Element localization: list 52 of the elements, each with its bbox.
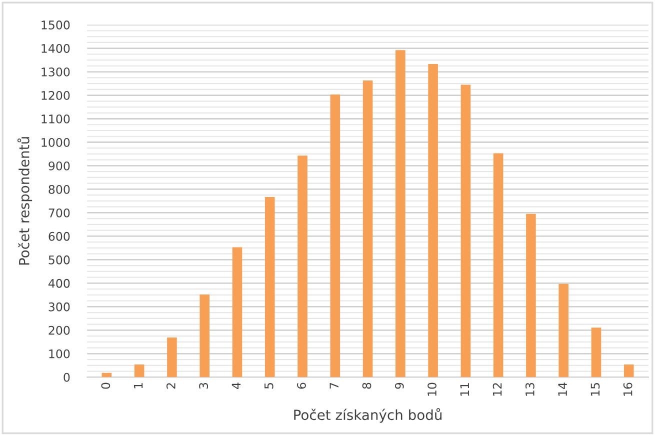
x-tick-label: 7 xyxy=(330,383,338,389)
x-axis-title: Počet získaných bodů xyxy=(294,408,442,423)
x-tick-label: 9 xyxy=(394,382,404,389)
bar xyxy=(624,364,634,378)
x-tick-label: 16 xyxy=(623,382,632,396)
y-tick-label: 0 xyxy=(64,372,70,382)
x-tick-label: 5 xyxy=(264,383,274,389)
y-tick-label: 1500 xyxy=(42,20,70,30)
y-tick-label: 200 xyxy=(48,326,70,335)
x-tick-label: 3 xyxy=(199,382,208,389)
x-tick-label: 11 xyxy=(460,383,469,396)
bar xyxy=(591,328,602,378)
x-tick-label: 4 xyxy=(232,382,240,389)
y-tick-label: 800 xyxy=(48,184,70,194)
y-tick-label: 300 xyxy=(48,302,70,312)
y-tick-label: 700 xyxy=(48,208,70,218)
bar xyxy=(526,214,536,378)
bar xyxy=(200,294,210,378)
x-tick-label: 0 xyxy=(101,382,110,389)
y-tick-label: 400 xyxy=(48,278,70,288)
x-tick-label: 1 xyxy=(134,383,143,388)
y-tick-label: 100 xyxy=(49,349,70,358)
x-tick-label: 6 xyxy=(297,382,306,389)
y-tick-label: 900 xyxy=(48,161,70,170)
bar xyxy=(396,50,406,378)
y-tick-label: 1300 xyxy=(42,68,70,76)
bar xyxy=(362,80,373,378)
bar xyxy=(460,84,471,378)
x-tick-label: 12 xyxy=(492,383,502,396)
y-tick-label: 1400 xyxy=(42,44,70,53)
x-tick-label: 15 xyxy=(590,383,600,396)
bar xyxy=(264,196,275,378)
y-axis-title: Počet respondentů xyxy=(17,137,32,265)
y-tick-label: 600 xyxy=(48,232,70,241)
bar xyxy=(167,337,177,378)
x-tick-label: 14 xyxy=(558,382,567,396)
x-tick-label: 2 xyxy=(166,383,176,389)
x-tick-label: 8 xyxy=(362,382,372,389)
bar xyxy=(330,94,340,378)
y-tick-label: 1000 xyxy=(42,138,70,147)
bar xyxy=(134,364,144,378)
y-tick-label: 500 xyxy=(48,255,70,264)
bar xyxy=(232,247,242,378)
bar xyxy=(298,156,308,378)
bar xyxy=(428,64,438,378)
bar xyxy=(558,284,568,378)
y-tick-label: 1100 xyxy=(42,114,70,124)
y-tick-label: 1200 xyxy=(42,90,70,100)
bar xyxy=(493,153,504,378)
x-tick-label: 10 xyxy=(428,382,436,396)
x-tick-label: 13 xyxy=(525,382,534,396)
bar xyxy=(102,372,112,378)
